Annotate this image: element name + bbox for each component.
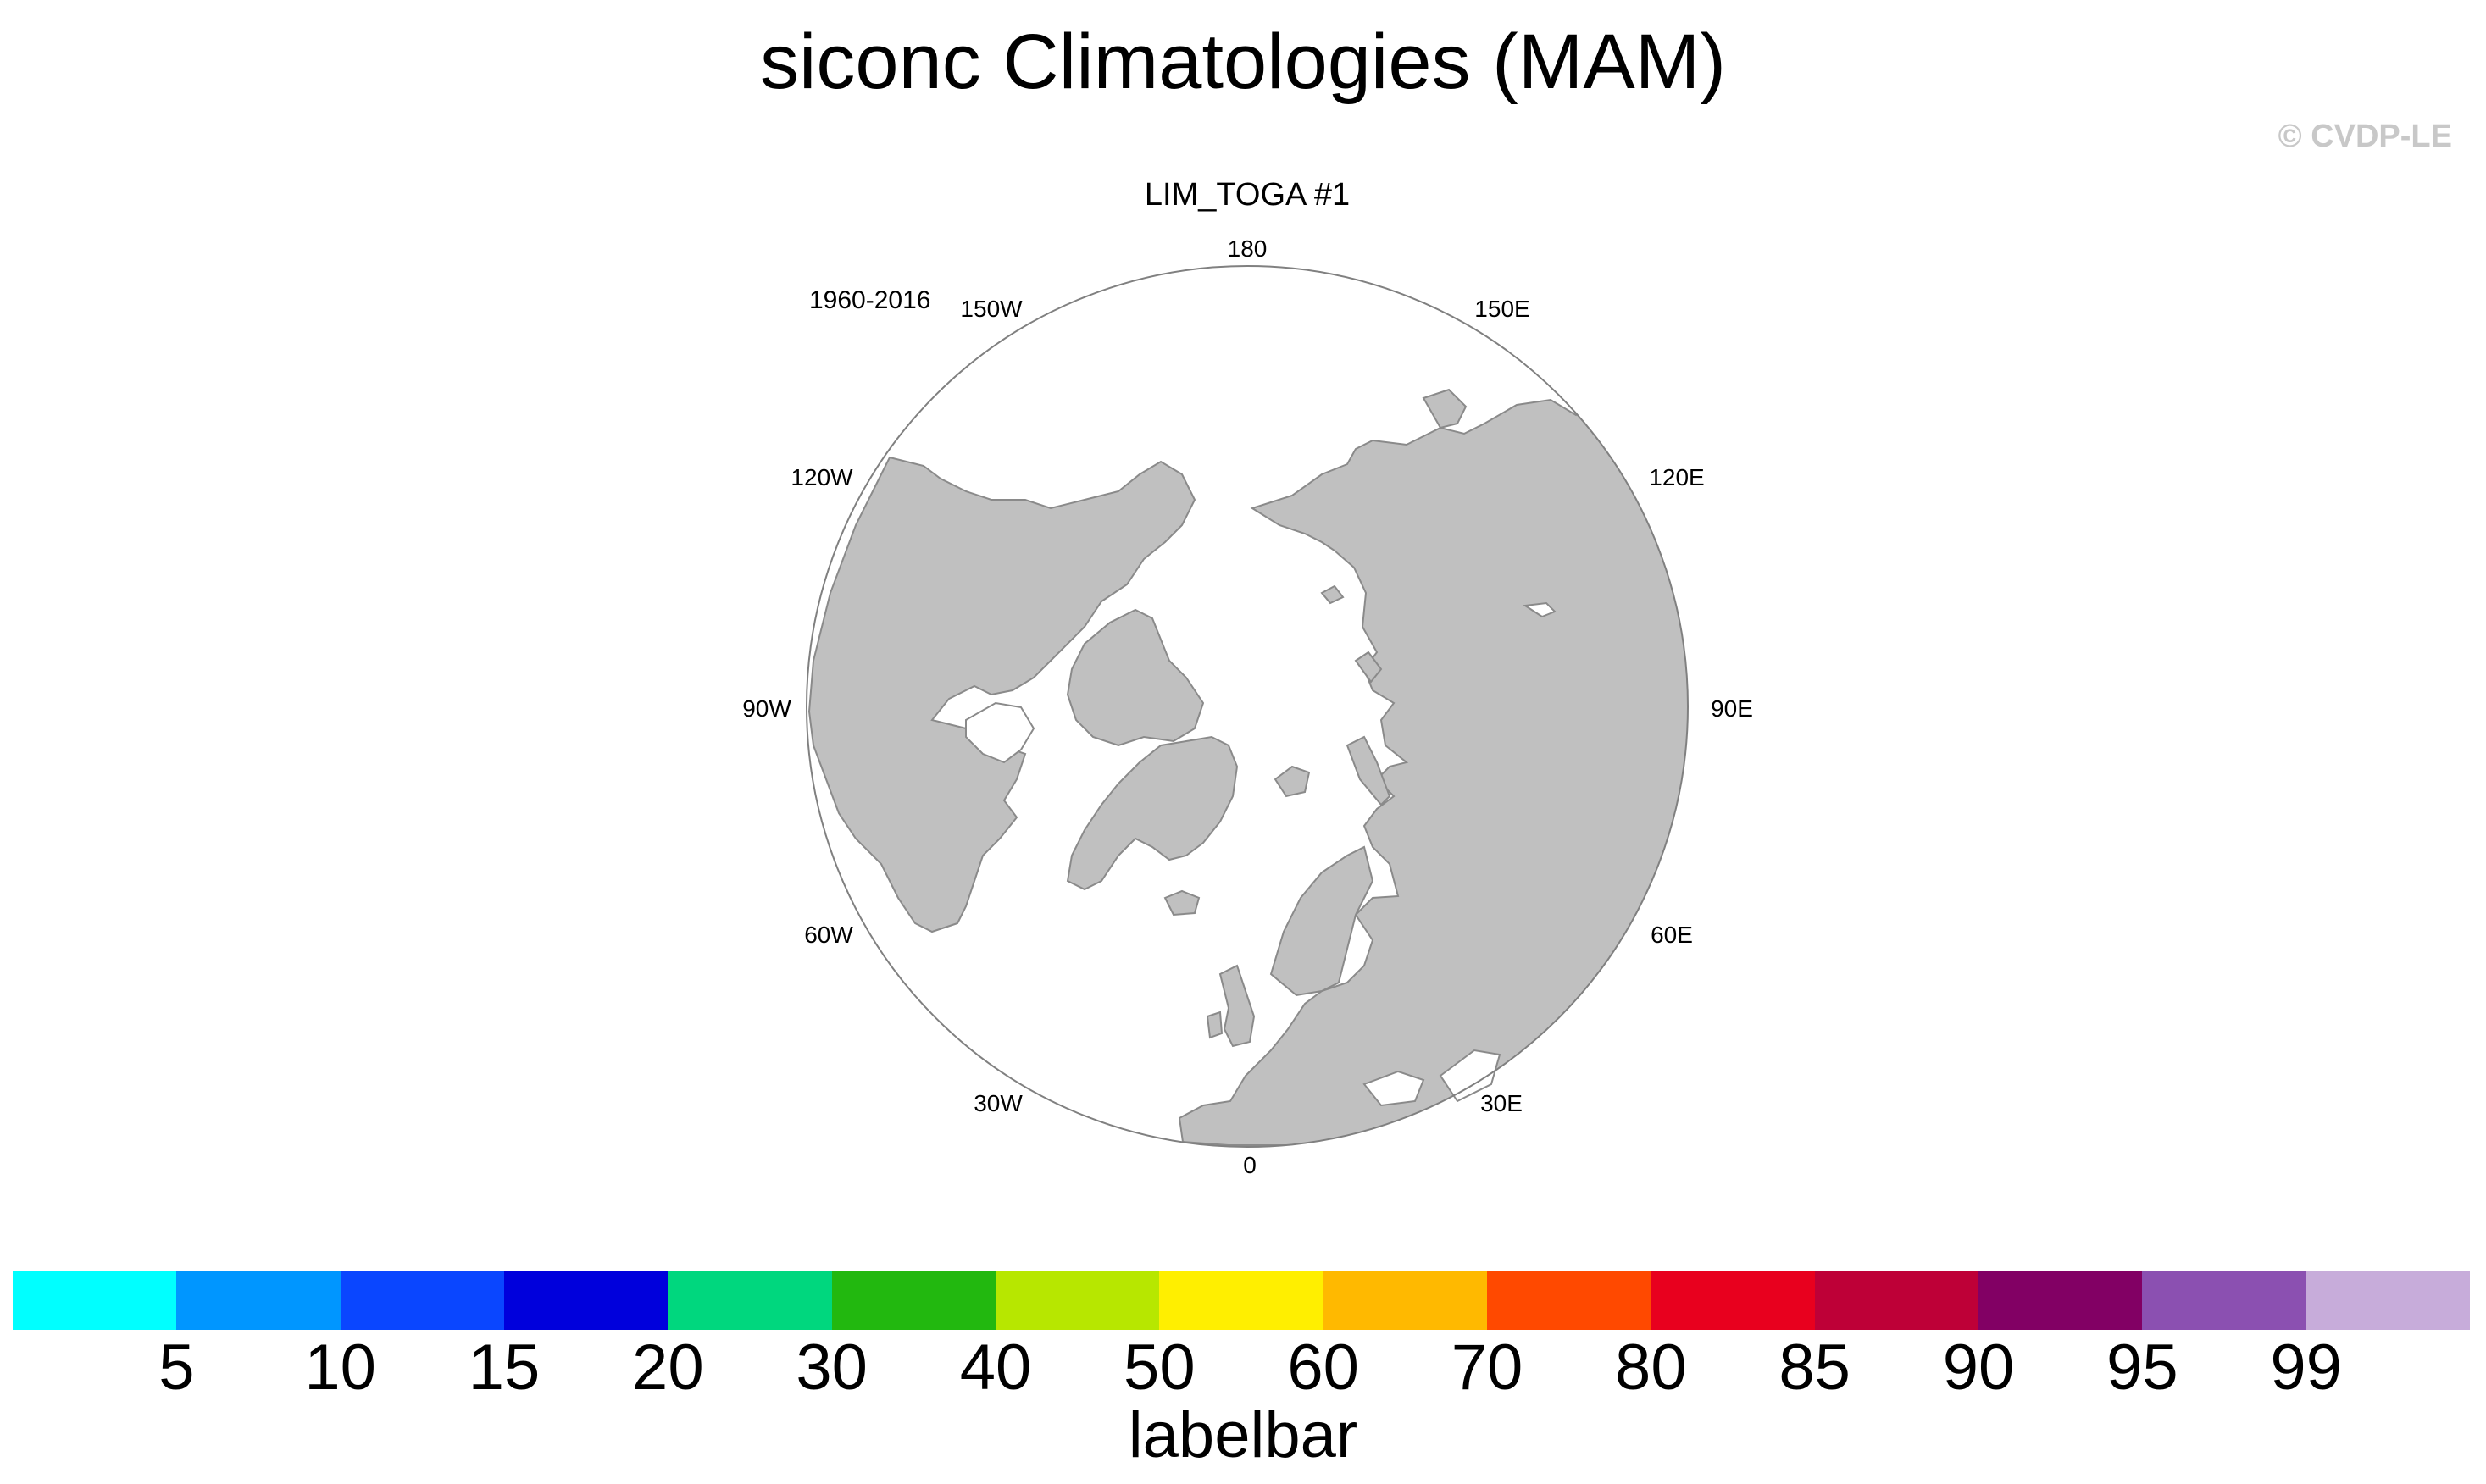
landmass-greenland bbox=[1066, 735, 1239, 891]
colorbar-swatch bbox=[176, 1271, 341, 1330]
colorbar-swatch bbox=[1159, 1271, 1323, 1330]
colorbar-swatch bbox=[995, 1271, 1160, 1330]
colorbar-tick-label: 80 bbox=[1615, 1332, 1687, 1404]
lon-label-60w: 60W bbox=[804, 922, 853, 948]
landmass-scandinavia bbox=[1269, 845, 1374, 997]
colorbar-swatch bbox=[668, 1271, 832, 1330]
landmass-novaya-zemlya bbox=[1346, 735, 1391, 806]
colorbar-tick-label: 40 bbox=[959, 1332, 1032, 1404]
colorbar-swatch bbox=[2306, 1271, 2470, 1330]
colorbar-tick-label: 20 bbox=[632, 1332, 704, 1404]
colorbar-tick-label: 85 bbox=[1778, 1332, 1851, 1404]
colorbar-tick-label: 70 bbox=[1451, 1332, 1523, 1404]
lon-label-150w: 150W bbox=[960, 296, 1023, 322]
lon-label-30e: 30E bbox=[1480, 1090, 1523, 1116]
lon-label-30w: 30W bbox=[974, 1090, 1023, 1116]
period-label: 1960-2016 bbox=[809, 286, 930, 314]
landmass-iceland bbox=[1163, 889, 1201, 916]
lake-baikal bbox=[1523, 601, 1557, 618]
inland-water bbox=[965, 601, 1557, 1107]
colorbar-tick-label: 60 bbox=[1287, 1332, 1359, 1404]
landmass-ireland bbox=[1206, 1011, 1224, 1039]
lon-label-60e: 60E bbox=[1651, 922, 1693, 948]
landmass-chukotka bbox=[1422, 388, 1468, 429]
lon-label-90w: 90W bbox=[742, 695, 791, 722]
colorbar-swatch bbox=[831, 1271, 996, 1330]
colorbar-swatch bbox=[13, 1271, 177, 1330]
colorbar-tick-label: 50 bbox=[1124, 1332, 1196, 1404]
lon-label-180: 180 bbox=[1228, 235, 1268, 262]
colorbar-tick-label: 15 bbox=[468, 1332, 541, 1404]
chart-title: siconc Climatologies (MAM) bbox=[759, 19, 1727, 105]
colorbar-tick-label: 10 bbox=[304, 1332, 376, 1404]
colorbar-swatch bbox=[1814, 1271, 1978, 1330]
panel-subtitle: LIM_TOGA #1 bbox=[1145, 177, 1350, 213]
land-masses bbox=[807, 367, 1688, 1146]
colorbar-swatch bbox=[340, 1271, 504, 1330]
caspian-sea bbox=[1439, 1049, 1501, 1103]
landmass-severnaya-zemlya bbox=[1354, 651, 1383, 684]
landmass-svalbard bbox=[1274, 765, 1311, 798]
colorbar-swatch bbox=[503, 1271, 669, 1330]
lon-label-120w: 120W bbox=[791, 464, 853, 490]
colorbar-swatch bbox=[1323, 1271, 1487, 1330]
lon-label-120e: 120E bbox=[1649, 464, 1704, 490]
colorbar-title: labelbar bbox=[1128, 1399, 1358, 1471]
colorbar-tick-label: 5 bbox=[158, 1332, 195, 1404]
colorbar-swatch bbox=[1486, 1271, 1651, 1330]
lon-label-0: 0 bbox=[1243, 1152, 1257, 1178]
hudson-bay bbox=[965, 701, 1035, 764]
longitude-labels: 180 150E 120E 90E 60E 30E 0 30W 60W 90W … bbox=[742, 235, 1753, 1178]
colorbar bbox=[13, 1271, 2470, 1330]
landmass-north-america bbox=[807, 456, 1196, 933]
colorbar-swatch bbox=[1978, 1271, 2143, 1330]
colorbar-tick-labels: 5 10 15 20 30 40 50 60 70 80 85 90 95 99 bbox=[0, 1330, 2486, 1406]
lon-label-90e: 90E bbox=[1711, 695, 1753, 722]
globe-outline bbox=[806, 265, 1689, 1148]
colorbar-swatch bbox=[1651, 1271, 1815, 1330]
colorbar-tick-label: 99 bbox=[2270, 1332, 2342, 1404]
landmass-british-isles bbox=[1218, 964, 1256, 1048]
copyright-label: © CVDP-LE bbox=[2278, 119, 2452, 154]
colorbar-tick-label: 30 bbox=[796, 1332, 868, 1404]
landmass-arctic-islands bbox=[1066, 608, 1205, 747]
colorbar-swatch bbox=[2142, 1271, 2306, 1330]
colorbar-tick-label: 90 bbox=[1942, 1332, 2015, 1404]
colorbar-tick-label: 95 bbox=[2106, 1332, 2178, 1404]
lon-label-150e: 150E bbox=[1474, 296, 1529, 322]
landmass-new-siberian bbox=[1320, 584, 1345, 605]
black-sea bbox=[1362, 1070, 1425, 1107]
